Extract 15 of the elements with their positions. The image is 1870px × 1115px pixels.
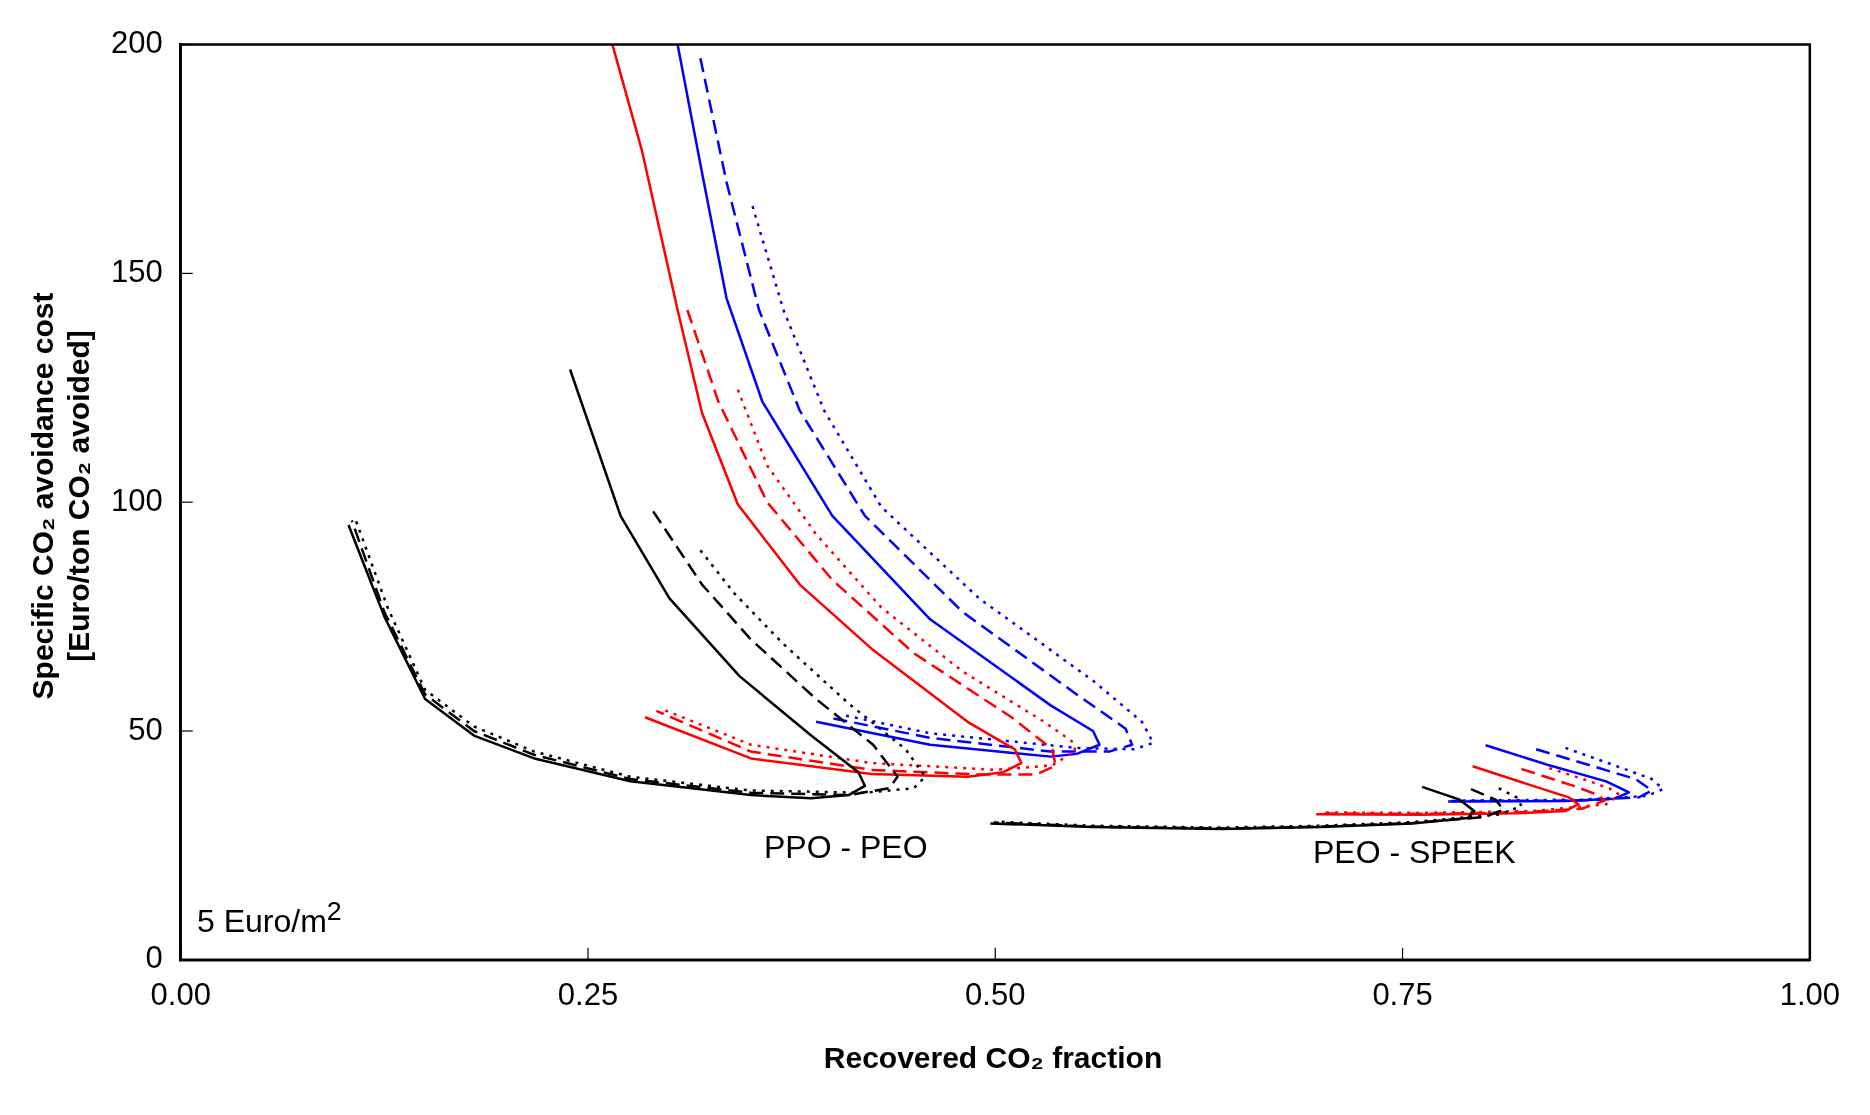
y-tick-label: 100 xyxy=(110,482,163,518)
annotation: 5 Euro/m$^{2}$ xyxy=(197,895,342,941)
y-axis-title: Specific CO₂ avoidance cost [Euro/ton CO₂ avoided] xyxy=(25,291,96,701)
x-tick-label: 0.25 xyxy=(557,976,619,1012)
y-tick-label: 0 xyxy=(145,940,163,976)
annotation: PPO - PEO xyxy=(763,828,928,868)
y-tick-label: 50 xyxy=(128,711,163,747)
annotation: PEO - SPEEK xyxy=(1312,832,1516,872)
x-tick-label: 1.00 xyxy=(1779,976,1840,1012)
y-tick-label: 150 xyxy=(110,253,163,289)
x-tick-label: 0.50 xyxy=(965,976,1026,1012)
x-axis-title: Recovered CO₂ fraction xyxy=(822,1041,1164,1075)
x-tick-label: 0.75 xyxy=(1372,976,1433,1012)
x-tick-label: 0.00 xyxy=(150,976,211,1012)
y-tick-label: 200 xyxy=(110,25,163,61)
